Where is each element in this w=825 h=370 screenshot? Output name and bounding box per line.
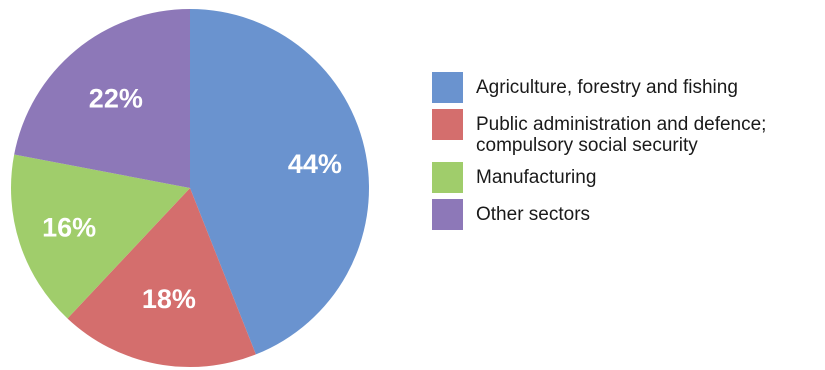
- legend: Agriculture, forestry and fishing Public…: [432, 72, 822, 236]
- legend-item-other-sectors: Other sectors: [432, 199, 822, 230]
- legend-label-other-sectors: Other sectors: [476, 204, 591, 225]
- legend-item-public-administration: Public administration and defence; compu…: [432, 109, 822, 156]
- value-label-agriculture: 44%: [288, 149, 342, 179]
- value-label-public-administration: 18%: [142, 284, 196, 314]
- legend-item-manufacturing: Manufacturing: [432, 162, 822, 193]
- pie-slice-manufacturing: [11, 154, 191, 319]
- legend-item-agriculture: Agriculture, forestry and fishing: [432, 72, 822, 103]
- pie-slices: [11, 9, 369, 367]
- pie-slice-other-sectors: [14, 9, 191, 188]
- legend-label-public-administration: Public administration and defence; compu…: [476, 114, 767, 156]
- value-label-other-sectors: 22%: [89, 83, 143, 113]
- pie-value-labels: 44% 18% 16% 22%: [42, 83, 342, 313]
- legend-label-manufacturing: Manufacturing: [476, 167, 597, 188]
- legend-swatch-public-administration: [432, 109, 463, 140]
- legend-swatch-manufacturing: [432, 162, 463, 193]
- legend-label-agriculture: Agriculture, forestry and fishing: [476, 77, 738, 98]
- pie-slice-public-administration: [67, 188, 256, 367]
- pie-slice-agriculture: [190, 9, 369, 355]
- legend-swatch-other-sectors: [432, 199, 463, 230]
- value-label-manufacturing: 16%: [42, 212, 96, 242]
- legend-swatch-agriculture: [432, 72, 463, 103]
